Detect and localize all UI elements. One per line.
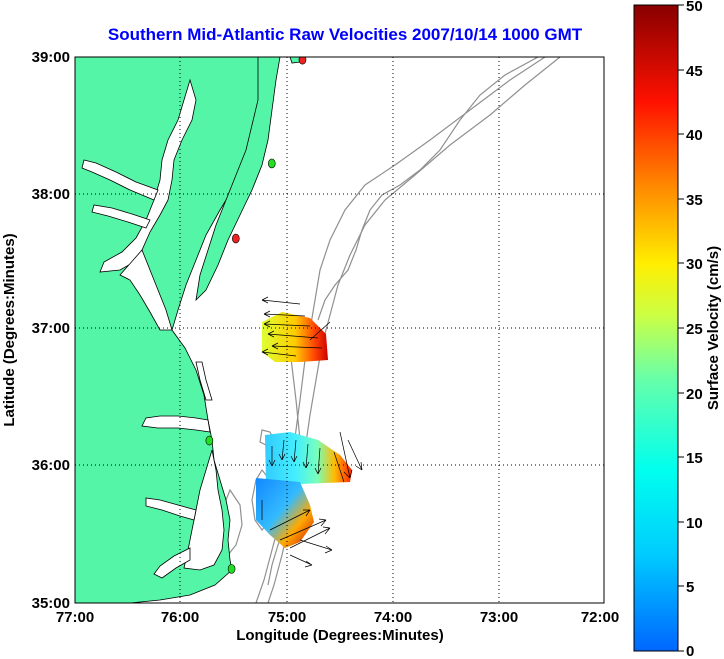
vector-arrow	[278, 439, 286, 461]
hf-radar-stations	[205, 57, 307, 574]
colorbar-tick-label: 15	[686, 450, 703, 467]
colorbar-tick-label: 25	[686, 321, 703, 338]
vector-arrow	[279, 518, 327, 541]
velocity-region-cape-hatteras	[256, 478, 314, 548]
x-axis-label: Longitude (Degrees:Minutes)	[236, 627, 444, 644]
velocity-vectors	[261, 296, 363, 568]
x-axis: 77:00 76:00 75:00 74:00 73:00 72:00 Long…	[56, 609, 619, 644]
x-tick-label: 76:00	[161, 609, 199, 626]
vector-arrow	[333, 451, 345, 483]
vector-arrow	[263, 310, 306, 318]
chesapeake-lower	[119, 249, 173, 331]
y-axis: 39:00 38:00 37:00 36:00 35:00 Latitude (…	[1, 49, 70, 612]
colorbar-tick-label: 5	[686, 579, 694, 596]
chart-title: Southern Mid-Atlantic Raw Velocities 200…	[108, 25, 583, 44]
vector-arrow	[309, 321, 331, 341]
x-tick-label: 75:00	[268, 609, 306, 626]
vector-arrow	[339, 431, 353, 479]
x-tick-label: 74:00	[374, 609, 412, 626]
bathymetry-contour-deep	[317, 57, 539, 321]
rappahannock-river	[91, 204, 151, 229]
colorbar-tick-label: 40	[686, 127, 703, 144]
vector-arrow	[314, 447, 322, 475]
radar-station-ok	[205, 435, 214, 446]
vector-arrow	[261, 348, 297, 357]
colorbar-tick-label: 45	[686, 63, 703, 80]
grid-lines	[75, 57, 604, 603]
vector-arrow	[290, 439, 298, 463]
vector-arrow	[289, 526, 331, 549]
radar-station-ok	[227, 564, 236, 574]
y-tick-label: 39:00	[32, 49, 70, 66]
inland-water	[81, 78, 225, 579]
vector-arrow	[299, 539, 333, 554]
albemarle-sound	[141, 415, 211, 433]
land-delmarva-coast	[195, 57, 281, 302]
colorbar-label: Surface Velocity (cm/s)	[705, 246, 722, 410]
colorbar-tick-label: 0	[686, 643, 694, 659]
vector-arrow	[269, 509, 311, 531]
potomac-river	[81, 159, 159, 201]
neuse-river	[153, 547, 191, 579]
x-tick-label: 77:00	[56, 609, 94, 626]
vector-arrow	[289, 554, 313, 568]
vector-arrow	[261, 296, 301, 305]
pamlico-river	[145, 497, 197, 521]
pamlico-sound	[183, 449, 225, 571]
y-axis-label: Latitude (Degrees:Minutes)	[1, 233, 18, 426]
x-tick-label: 72:00	[581, 609, 619, 626]
colorbar-tick-label: 35	[686, 192, 703, 209]
colorbar-tick-label: 30	[686, 256, 703, 273]
colorbar-tick-label: 50	[686, 0, 703, 15]
colorbar-tick-label: 20	[686, 386, 703, 403]
radar-station-off	[298, 57, 307, 65]
colorbar-tick-label: 10	[686, 515, 703, 532]
vector-arrow	[271, 342, 323, 350]
plot-frame	[74, 56, 605, 604]
chesapeake-bay	[99, 78, 197, 273]
currituck-sound	[195, 361, 213, 401]
radar-station-off	[232, 233, 240, 244]
y-tick-label: 38:00	[32, 186, 70, 203]
vector-arrow	[267, 330, 319, 339]
colorbar-gradient	[633, 4, 679, 652]
land	[75, 57, 306, 603]
colorbar: 50 45 40 35 30 25 20 15 10 5 0 Surface V…	[633, 0, 722, 659]
plot-area	[75, 57, 604, 603]
radar-station-ok	[267, 158, 276, 169]
x-tick-label: 73:00	[480, 609, 518, 626]
y-tick-label: 35:00	[32, 595, 70, 612]
y-tick-label: 36:00	[32, 457, 70, 474]
colorbar-ticks	[678, 4, 684, 652]
y-tick-label: 37:00	[32, 320, 70, 337]
